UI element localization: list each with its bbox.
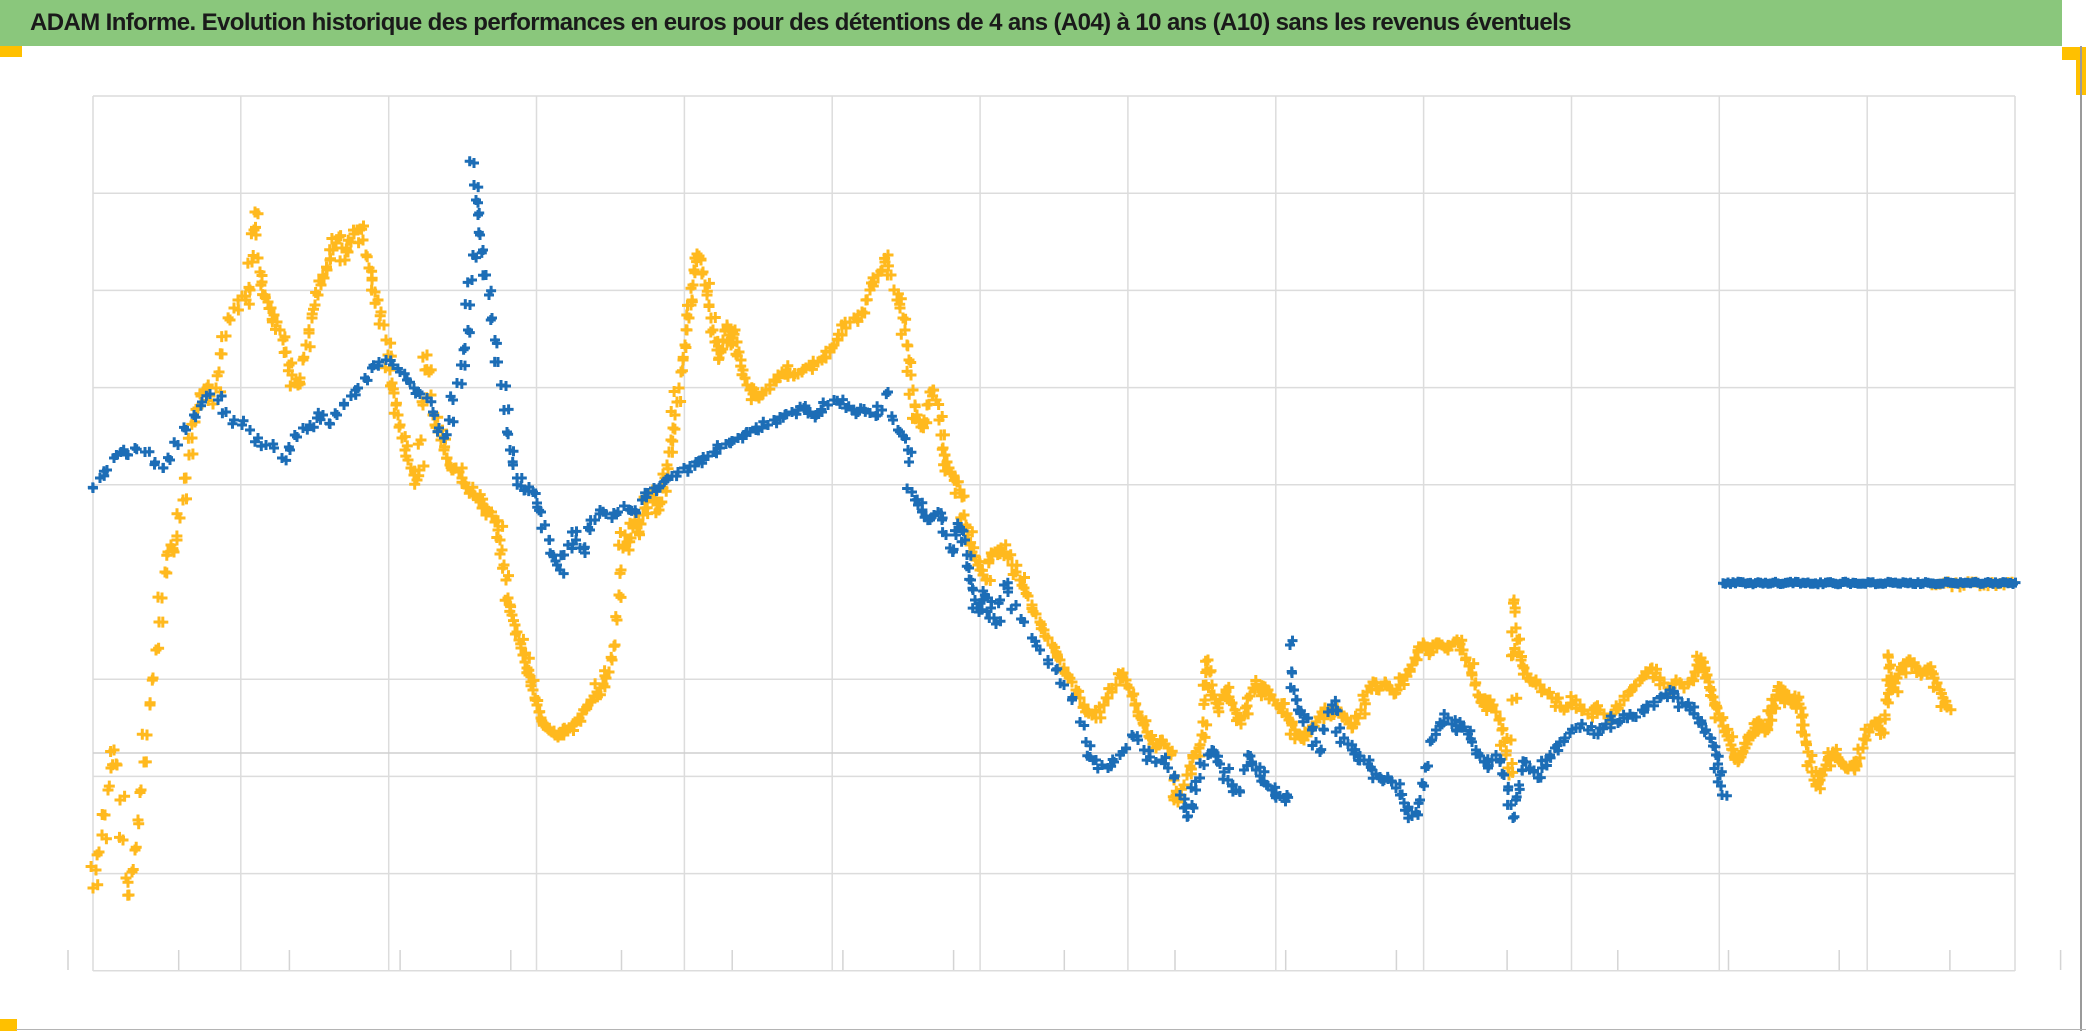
window-right-edge: [2080, 46, 2082, 1031]
selection-corner-bottom-left[interactable]: [0, 1019, 17, 1031]
page-title: ADAM Informe. Evolution historique des p…: [30, 9, 1572, 36]
chart-gridlines: [92, 95, 2016, 972]
cell-border-stubs: [67, 950, 2062, 970]
selection-corner-top-left[interactable]: [0, 46, 22, 57]
series-gold-markers[interactable]: [85, 206, 2018, 901]
sheet-bottom-border: [16, 1029, 2086, 1030]
title-banner: ADAM Informe. Evolution historique des p…: [0, 0, 2062, 46]
series-blue-markers[interactable]: [87, 156, 2021, 824]
